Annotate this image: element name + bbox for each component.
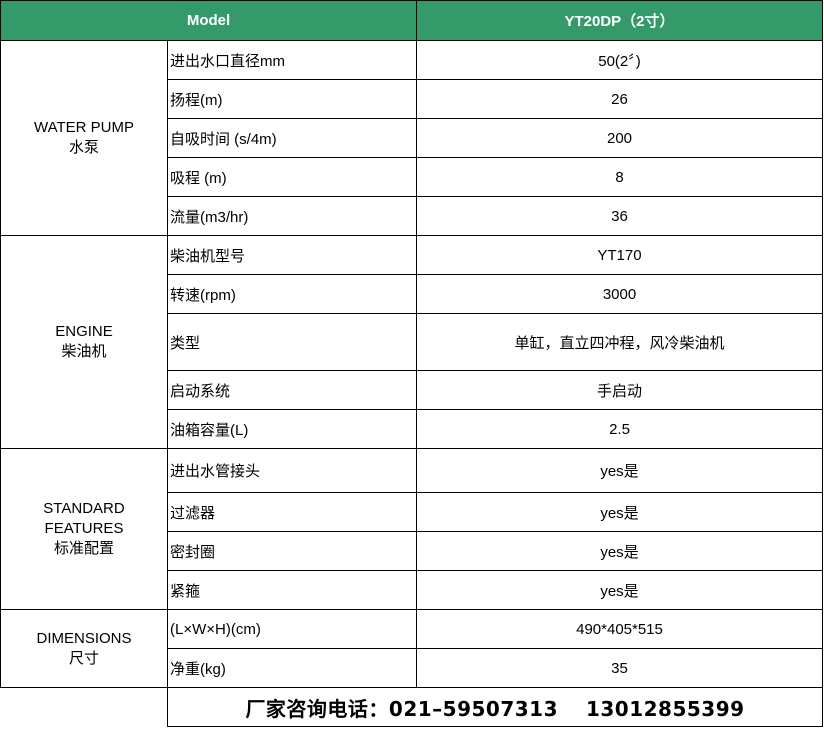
spec-value: 36 xyxy=(416,196,823,236)
spec-value: 490*405*515 xyxy=(416,609,823,649)
spec-value: 26 xyxy=(416,79,823,119)
spec-row: 扬程(m) 26 xyxy=(1,79,823,119)
footer-row: 厂家咨询电话：021–59507313 13012855399 xyxy=(0,687,823,727)
category-title-en: STANDARD FEATURES xyxy=(43,500,125,537)
spec-value: yes是 xyxy=(416,448,823,493)
spec-label: 净重(kg) xyxy=(167,648,417,688)
category-cell: DIMENSIONS 尺寸 xyxy=(0,609,168,688)
spec-label: (L×W×H)(cm) xyxy=(167,609,417,649)
category-title-cn: 标准配置 xyxy=(53,540,114,557)
spec-table: Model YT20DP（2寸） WATER PUMP 水泵 进出水口直径mm 50(… xyxy=(0,0,823,727)
category-title-en: WATER PUMP xyxy=(34,119,134,136)
spec-label: 吸程 (m) xyxy=(167,157,417,197)
spec-value: 2.5 xyxy=(416,409,823,449)
spec-label: 进出水管接头 xyxy=(167,448,417,493)
spec-value: yes是 xyxy=(416,492,823,532)
spec-label: 自吸时间 (s/4m) xyxy=(167,118,417,158)
category-title-en: ENGINE xyxy=(55,323,113,340)
spec-label: 扬程(m) xyxy=(167,79,417,119)
category-title-cn: 尺寸 xyxy=(68,649,99,667)
spec-value: yes是 xyxy=(416,570,823,610)
spec-value: 8 xyxy=(416,157,823,197)
spec-row: 吸程 (m) 8 xyxy=(1,157,823,197)
footer-spacer xyxy=(0,687,168,727)
category-cell: ENGINE 柴油机 xyxy=(0,235,168,449)
spec-row: DIMENSIONS 尺寸 (L×W×H)(cm) 490*405*515 xyxy=(0,609,823,688)
spec-row: 过滤器 yes是 xyxy=(1,492,823,532)
spec-label: 转速(rpm) xyxy=(167,274,417,314)
spec-row: STANDARD FEATURES 标准配置 进出水管接头 yes是 xyxy=(0,448,823,610)
spec-value: 手启动 xyxy=(416,370,823,410)
header-row: Model YT20DP（2寸） xyxy=(0,0,823,41)
spec-label: 过滤器 xyxy=(167,492,417,532)
spec-label: 流量(m3/hr) xyxy=(167,196,417,236)
spec-row: 启动系统 手启动 xyxy=(1,370,823,410)
spec-value: YT170 xyxy=(416,235,823,275)
model-label: Model xyxy=(0,0,417,41)
spec-row: 自吸时间 (s/4m) 200 xyxy=(1,118,823,158)
spec-row: 转速(rpm) 3000 xyxy=(1,274,823,314)
spec-value: yes是 xyxy=(416,531,823,571)
contact-phone: 厂家咨询电话：021–59507313 13012855399 xyxy=(167,687,823,727)
spec-label: 柴油机型号 xyxy=(167,235,417,275)
spec-value: 200 xyxy=(416,118,823,158)
spec-label: 密封圈 xyxy=(167,531,417,571)
spec-row: ENGINE 柴油机 柴油机型号 YT170 xyxy=(0,235,823,449)
category-cell: WATER PUMP 水泵 xyxy=(0,40,168,236)
category-title-en: DIMENSIONS xyxy=(36,629,132,647)
spec-value: 单缸，直立四冲程，风冷柴油机 xyxy=(416,313,823,371)
spec-label: 启动系统 xyxy=(167,370,417,410)
spec-label: 紧箍 xyxy=(167,570,417,610)
spec-row: 密封圈 yes是 xyxy=(1,531,823,571)
spec-value: 3000 xyxy=(416,274,823,314)
spec-row: 流量(m3/hr) 36 xyxy=(1,196,823,236)
spec-row: 类型 单缸，直立四冲程，风冷柴油机 xyxy=(1,313,823,371)
spec-label: 类型 xyxy=(167,313,417,371)
spec-label: 油箱容量(L) xyxy=(167,409,417,449)
spec-value: 35 xyxy=(416,648,823,688)
spec-row: WATER PUMP 水泵 进出水口直径mm 50(2〞) xyxy=(0,40,823,236)
spec-label: 进出水口直径mm xyxy=(167,40,417,80)
category-title-cn: 柴油机 xyxy=(61,343,107,360)
category-cell: STANDARD FEATURES 标准配置 xyxy=(0,448,168,610)
category-title-cn: 水泵 xyxy=(68,139,99,156)
spec-value: 50(2〞) xyxy=(416,40,823,80)
model-value: YT20DP（2寸） xyxy=(416,0,823,41)
